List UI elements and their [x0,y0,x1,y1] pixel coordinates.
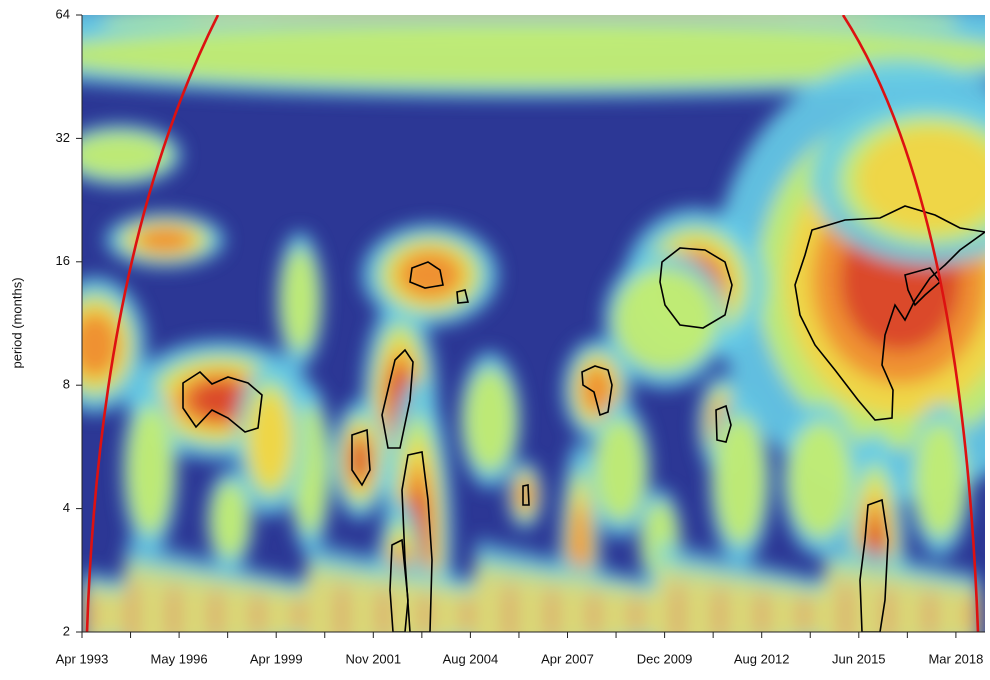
x-tick-label: Aug 2012 [734,651,790,666]
x-tick-label: Dec 2009 [637,651,693,666]
power-blob [517,479,533,511]
power-blob [799,595,809,635]
power-blob [398,251,462,299]
power-blob [547,586,557,644]
x-tick-label: Nov 2001 [345,651,401,666]
power-blob [788,422,853,539]
power-blob [127,405,174,535]
y-tick-label: 16 [56,253,70,268]
power-blob [914,422,966,539]
y-tick-label: 64 [56,6,70,21]
power-blob [613,268,717,372]
power-blob [715,585,725,644]
y-tick-label: 2 [63,623,70,638]
x-tick-label: May 1996 [151,651,208,666]
power-blob [253,593,263,638]
power-blob [967,594,977,636]
x-tick-label: Jun 2015 [832,651,886,666]
power-blob [594,418,646,522]
power-blob [211,588,221,642]
x-tick-label: Mar 2018 [928,651,983,666]
x-tick-label: Apr 1993 [56,651,109,666]
power-blob [841,580,851,650]
power-blob [169,583,179,647]
power-blob [925,589,935,640]
x-tick-label: Aug 2004 [443,651,499,666]
power-blob [137,227,193,253]
power-blob [714,415,766,545]
power-blob [505,581,515,648]
power-blob [211,481,250,559]
x-tick-label: Apr 2007 [541,651,594,666]
power-blob [464,368,516,472]
power-blob [127,578,137,652]
power-blob [379,587,389,643]
y-tick-label: 8 [63,377,70,392]
power-blob [281,248,320,352]
power-blob [295,597,305,632]
power-blob [249,393,291,488]
y-tick-label: 4 [63,500,70,515]
power-blob [631,596,641,634]
power-blob [673,581,683,650]
x-tick-label: Apr 1999 [250,651,303,666]
power-blob [463,597,473,634]
y-tick-label: 32 [56,130,70,145]
power-blob [337,582,347,648]
y-axis-label: period (months) [9,277,24,368]
